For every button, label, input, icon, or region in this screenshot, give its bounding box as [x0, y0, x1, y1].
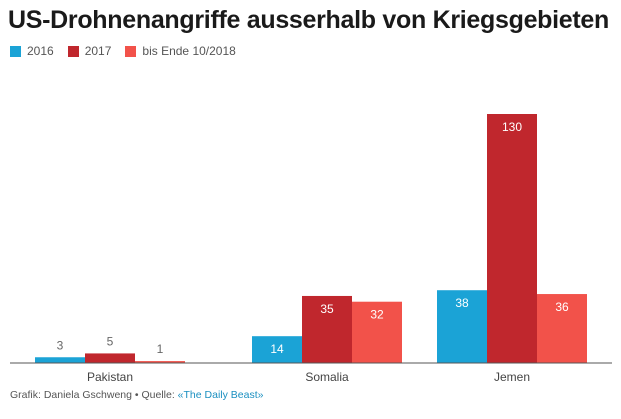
bar-pakistan-2017 — [85, 353, 135, 363]
x-tick-label-pakistan: Pakistan — [87, 370, 133, 384]
footer-credit: Grafik: Daniela Gschweng • Quelle: «The … — [10, 389, 263, 401]
data-label-pakistan-bis-ende-10-2018: 1 — [157, 342, 164, 356]
bar-jemen-2016 — [437, 290, 487, 363]
credit-text: Grafik: Daniela Gschweng • Quelle: — [10, 389, 178, 401]
data-label-jemen-bis-ende-10-2018: 36 — [555, 300, 569, 314]
legend-label-2018: bis Ende 10/2018 — [142, 44, 236, 58]
bar-somalia-2016 — [252, 336, 302, 363]
bar-jemen-2017 — [487, 114, 537, 363]
bar-jemen-bis-ende-10-2018 — [537, 294, 587, 363]
x-tick-label-jemen: Jemen — [494, 370, 530, 384]
data-label-somalia-2016: 14 — [270, 342, 284, 356]
x-tick-label-somalia: Somalia — [305, 370, 349, 384]
legend: 2016 2017 bis Ende 10/2018 — [10, 44, 250, 58]
legend-label-2017: 2017 — [84, 44, 112, 58]
legend-item-2016: 2016 — [10, 44, 54, 58]
data-label-somalia-bis-ende-10-2018: 32 — [370, 308, 384, 322]
data-label-jemen-2017: 130 — [502, 120, 522, 134]
legend-item-2017: 2017 — [67, 44, 112, 58]
chart-title: US-Drohnenangriffe ausserhalb von Kriegs… — [8, 6, 609, 34]
data-label-jemen-2016: 38 — [455, 296, 469, 310]
legend-item-2018: bis Ende 10/2018 — [125, 44, 236, 58]
bar-somalia-bis-ende-10-2018 — [352, 301, 402, 363]
bar-pakistan-2016 — [35, 357, 85, 363]
data-label-pakistan-2016: 3 — [57, 338, 64, 352]
legend-swatch-2018 — [125, 45, 137, 57]
bar-pakistan-bis-ende-10-2018 — [135, 361, 185, 363]
data-label-somalia-2017: 35 — [320, 302, 334, 316]
source-link[interactable]: «The Daily Beast» — [177, 389, 264, 401]
bar-somalia-2017 — [302, 295, 352, 363]
legend-swatch-2016 — [10, 45, 21, 57]
legend-swatch-2017 — [67, 45, 79, 57]
data-label-pakistan-2017: 5 — [107, 334, 114, 348]
legend-label-2016: 2016 — [27, 44, 54, 58]
